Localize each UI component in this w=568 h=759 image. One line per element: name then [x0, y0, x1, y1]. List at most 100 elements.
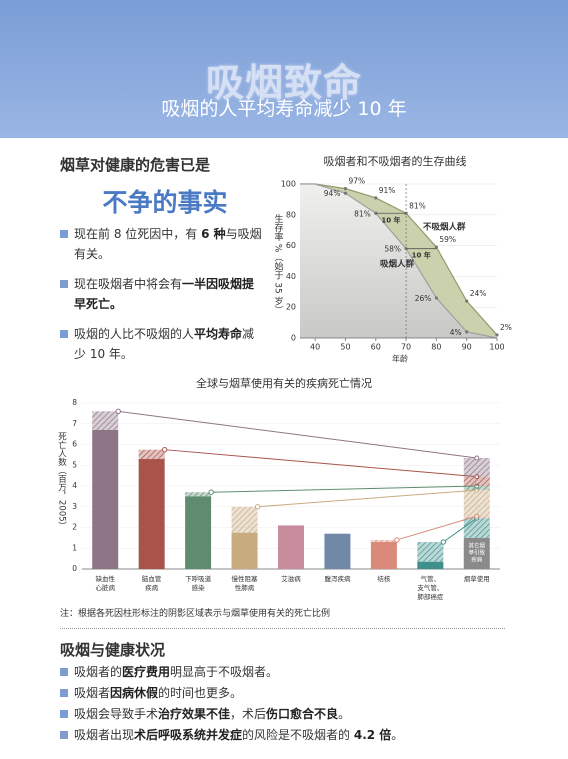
series-line [300, 183, 498, 339]
value-label: 59% [439, 235, 456, 244]
connector-point [394, 537, 400, 543]
value-label: 24% [470, 289, 487, 298]
connector-point [208, 489, 214, 495]
x-tick-label: 性肺病 [235, 583, 255, 592]
bullet-text: 吸烟者出现 [74, 728, 135, 742]
bullet-text: 吸烟者 [74, 686, 111, 700]
x-tick-label: 50 [340, 343, 350, 352]
point [434, 245, 438, 249]
bar-tobacco-part [92, 411, 119, 430]
emphasis: 不争的事实 [102, 188, 228, 217]
x-tick-label: 结核 [377, 574, 391, 583]
bar [417, 561, 444, 569]
y-axis-label: 死亡人数（百万，2005） [57, 432, 67, 530]
connector-point [474, 455, 480, 461]
x-tick-label: 60 [371, 343, 381, 352]
bar [324, 533, 351, 569]
health-bullets: 吸烟者的医疗费用明显高于不吸烟者。 吸烟者因病休假的时间也更多。 吸烟会导致手术治疗… [60, 662, 510, 746]
bar [370, 542, 397, 569]
bullet-strong: 因病休假 [110, 686, 159, 700]
bullet-text: 吸烟会导致手术 [74, 707, 159, 721]
bullet-text: 明显高于不吸烟者。 [170, 665, 279, 679]
connector-point [440, 539, 447, 545]
connector [211, 485, 477, 493]
x-tick-label: 80 [431, 343, 441, 352]
bullet-strong: 平均寿命 [194, 327, 243, 341]
y-tick-label: 0 [72, 564, 77, 573]
bullet: 吸烟会导致手术治疗效果不佳，术后伤口愈合不良。 [60, 704, 510, 724]
value-label: 97% [348, 177, 365, 186]
value-label: 81% [409, 201, 426, 210]
x-tick-label: 感染 [192, 583, 206, 592]
bar-tobacco-part [370, 539, 397, 543]
connector [118, 410, 477, 459]
bar [185, 496, 212, 569]
x-tick-label: 慢性阻塞 [232, 574, 259, 583]
bar-tobacco-part [185, 492, 212, 497]
x-tick-label: 缺血性 [95, 574, 115, 583]
y-axis-label: 生存率 %（始于 35 岁） [273, 213, 284, 315]
x-tick-label: 90 [462, 343, 472, 352]
bar-tobacco-part [417, 542, 444, 562]
annotation: 10 年 [381, 215, 400, 224]
bullet-text: 现在前 8 位死因中，有 [74, 227, 202, 241]
x-tick-label: 疾病 [145, 583, 159, 592]
value-label: 58% [384, 245, 401, 254]
y-tick-label: 7 [72, 419, 77, 428]
point [434, 296, 438, 300]
value-label: 2% [500, 323, 512, 332]
connector-point [161, 446, 168, 453]
intro-bullets: 现在前 8 位死因中，有 6 种与吸烟有关。 现在吸烟者中将会有一半因吸烟提早死亡… [60, 224, 265, 374]
health-heading: 吸烟与健康状况 [60, 641, 166, 659]
y-tick-label: 100 [281, 180, 296, 189]
x-tick-label: 支气管、 [417, 583, 443, 592]
bullet-strong: 一半因吸烟提早死亡。 [74, 277, 255, 311]
bar [92, 429, 119, 569]
series-line [300, 183, 498, 336]
y-tick-label: 1 [72, 543, 77, 552]
series-label: 吸烟人群 [380, 259, 415, 270]
value-label: 4% [450, 328, 462, 337]
bullet-text: 的时间也更多。 [158, 686, 243, 700]
bullet-strong: 医疗费用 [122, 665, 171, 679]
y-tick-label: 2 [72, 523, 77, 532]
bullet-strong: 术后呼吸系统并发症 [134, 728, 243, 742]
bullet: 吸烟者出现术后呼吸系统并发症的风险是不吸烟者的 4.2 倍。 [60, 725, 510, 745]
y-tick-label: 6 [72, 440, 77, 449]
annotation: 10 年 [412, 251, 431, 260]
connector [257, 489, 477, 508]
connector [396, 515, 477, 541]
x-tick-label: 烟草使用 [464, 574, 490, 583]
bar-tobacco-part [463, 518, 490, 538]
series-label: 不吸烟人群 [423, 222, 466, 233]
subtitle: 吸烟的人平均寿命减少 10 年 [161, 98, 407, 120]
area-fill [300, 184, 497, 338]
point [374, 196, 378, 200]
bar-other [463, 537, 490, 569]
value-label: 91% [379, 186, 396, 195]
y-tick-label: 5 [72, 460, 77, 469]
y-tick-label: 4 [72, 481, 77, 490]
y-tick-label: 20 [286, 303, 296, 312]
bullet-text: 与吸烟有关。 [74, 227, 262, 261]
y-tick-label: 40 [286, 272, 296, 281]
bullet-strong: 伤口愈合不良 [266, 707, 339, 721]
value-label: 94% [324, 189, 341, 198]
y-tick-label: 8 [72, 398, 77, 407]
y-tick-label: 60 [286, 241, 296, 250]
x-tick-label: 心脏病 [95, 583, 115, 592]
point [343, 191, 348, 195]
x-tick-label: 气管、 [421, 574, 441, 583]
connector [443, 517, 478, 543]
point [343, 187, 348, 191]
y-tick-label: 80 [286, 210, 296, 219]
bullet-strong: 4.2 倍 [353, 728, 392, 742]
bar [231, 532, 258, 569]
bar-tobacco-part [463, 490, 490, 517]
bullet-text: ，术后 [230, 707, 267, 721]
bar [278, 525, 304, 569]
bar-tobacco-part [463, 476, 490, 486]
bullet: 现在前 8 位死因中，有 6 种与吸烟有关。 [60, 224, 265, 264]
x-axis-label: 年龄 [392, 354, 408, 364]
